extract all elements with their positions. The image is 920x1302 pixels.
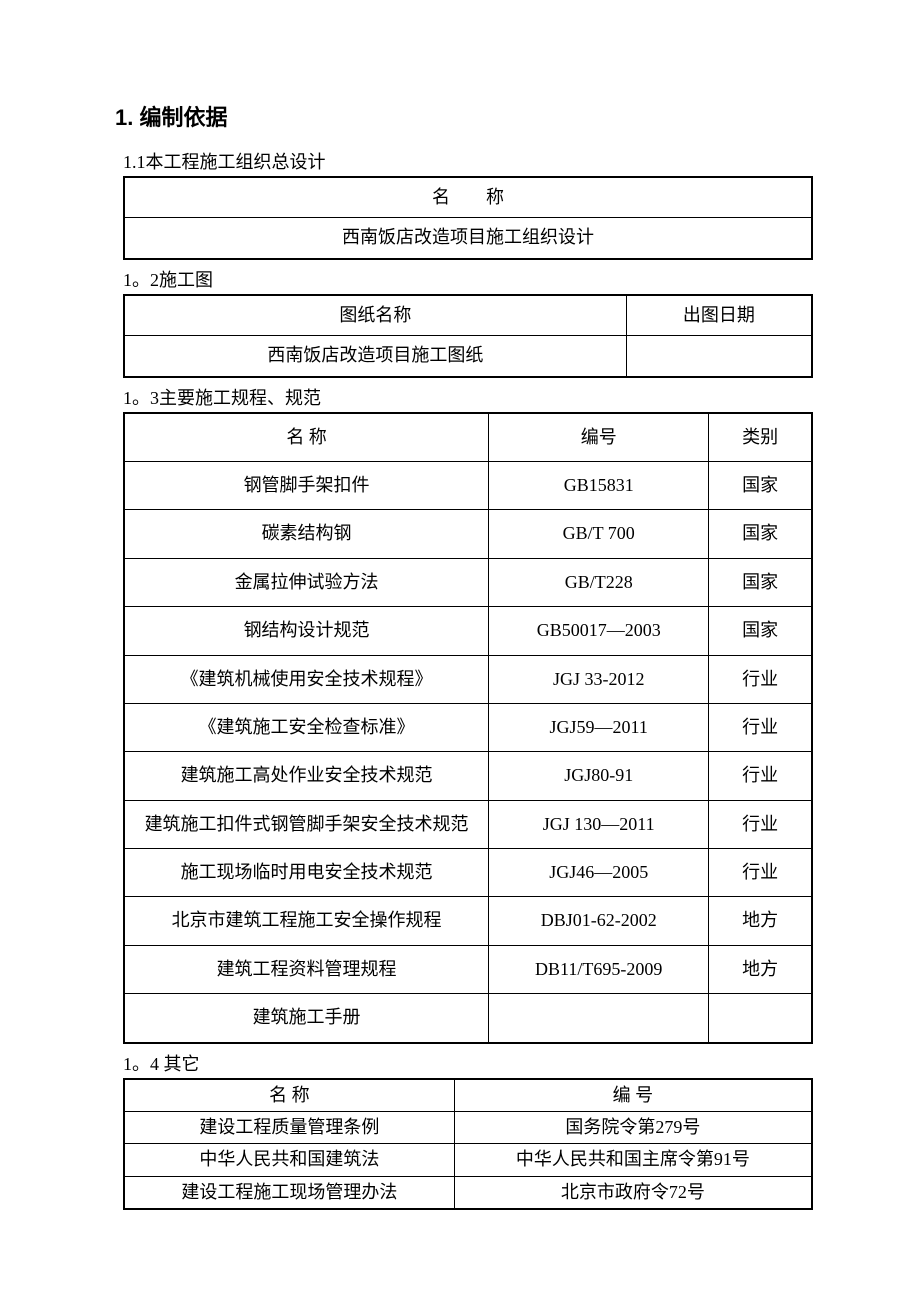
table-row-cell xyxy=(709,994,812,1043)
table-1-3-header-2: 类别 xyxy=(709,413,812,462)
table-row-cell: JGJ80-91 xyxy=(489,752,709,800)
section-1-1-title: 1.1本工程施工组织总设计 xyxy=(123,148,805,176)
table-row-cell: 建设工程质量管理条例 xyxy=(124,1112,454,1144)
table-1-1-header: 名 称 xyxy=(124,177,812,218)
table-row-cell: 中华人民共和国建筑法 xyxy=(124,1144,454,1176)
table-row-cell: 地方 xyxy=(709,945,812,993)
section-1-4-title: 1。4 其它 xyxy=(123,1050,805,1078)
table-row-cell: 国家 xyxy=(709,461,812,509)
table-row-cell: 建设工程施工现场管理办法 xyxy=(124,1176,454,1209)
table-1-1-cell: 西南饭店改造项目施工组织设计 xyxy=(124,218,812,259)
table-1-4-header-0: 名 称 xyxy=(124,1079,454,1112)
table-row-cell: 北京市建筑工程施工安全操作规程 xyxy=(124,897,489,945)
table-1-4-header-1: 编 号 xyxy=(454,1079,812,1112)
table-1-2-cell xyxy=(626,336,812,377)
table-row-cell: 碳素结构钢 xyxy=(124,510,489,558)
table-row-cell: 施工现场临时用电安全技术规范 xyxy=(124,849,489,897)
table-row-cell: GB/T228 xyxy=(489,558,709,606)
table-row-cell: 国务院令第279号 xyxy=(454,1112,812,1144)
table-1-4: 名 称 编 号 建设工程质量管理条例国务院令第279号中华人民共和国建筑法中华人… xyxy=(123,1078,813,1211)
table-row-cell: 行业 xyxy=(709,800,812,848)
table-1-3: 名 称 编号 类别 钢管脚手架扣件GB15831国家碳素结构钢GB/T 700国… xyxy=(123,412,813,1044)
table-row-cell: 行业 xyxy=(709,655,812,703)
table-row-cell: 北京市政府令72号 xyxy=(454,1176,812,1209)
table-row-cell: 行业 xyxy=(709,849,812,897)
table-row-cell: 建筑施工手册 xyxy=(124,994,489,1043)
table-row-cell: 《建筑机械使用安全技术规程》 xyxy=(124,655,489,703)
table-1-3-header-1: 编号 xyxy=(489,413,709,462)
table-row-cell: 钢结构设计规范 xyxy=(124,607,489,655)
table-1-1: 名 称 西南饭店改造项目施工组织设计 xyxy=(123,176,813,260)
table-row-cell: DB11/T695-2009 xyxy=(489,945,709,993)
table-1-3-header-0: 名 称 xyxy=(124,413,489,462)
table-row-cell xyxy=(489,994,709,1043)
table-row-cell: DBJ01-62-2002 xyxy=(489,897,709,945)
table-1-2-cell: 西南饭店改造项目施工图纸 xyxy=(124,336,626,377)
table-row-cell: 《建筑施工安全检查标准》 xyxy=(124,703,489,751)
table-row-cell: JGJ 33-2012 xyxy=(489,655,709,703)
table-row-cell: 钢管脚手架扣件 xyxy=(124,461,489,509)
table-row-cell: 行业 xyxy=(709,703,812,751)
table-1-2: 图纸名称 出图日期 西南饭店改造项目施工图纸 xyxy=(123,294,813,378)
table-row-cell: 建筑工程资料管理规程 xyxy=(124,945,489,993)
table-row-cell: 行业 xyxy=(709,752,812,800)
table-row-cell: GB50017—2003 xyxy=(489,607,709,655)
table-1-2-header-0: 图纸名称 xyxy=(124,295,626,336)
table-row-cell: JGJ59—2011 xyxy=(489,703,709,751)
table-row-cell: 建筑施工扣件式钢管脚手架安全技术规范 xyxy=(124,800,489,848)
table-row-cell: 国家 xyxy=(709,558,812,606)
table-row-cell: 国家 xyxy=(709,510,812,558)
table-row-cell: 中华人民共和国主席令第91号 xyxy=(454,1144,812,1176)
table-1-2-header-1: 出图日期 xyxy=(626,295,812,336)
table-row-cell: GB/T 700 xyxy=(489,510,709,558)
table-row-cell: 地方 xyxy=(709,897,812,945)
main-heading: 1. 编制依据 xyxy=(115,100,805,132)
table-row-cell: 金属拉伸试验方法 xyxy=(124,558,489,606)
table-row-cell: 国家 xyxy=(709,607,812,655)
section-1-3-title: 1。3主要施工规程、规范 xyxy=(123,384,805,412)
table-row-cell: JGJ 130—2011 xyxy=(489,800,709,848)
section-1-2-title: 1。2施工图 xyxy=(123,266,805,294)
table-row-cell: 建筑施工高处作业安全技术规范 xyxy=(124,752,489,800)
table-row-cell: GB15831 xyxy=(489,461,709,509)
table-row-cell: JGJ46—2005 xyxy=(489,849,709,897)
